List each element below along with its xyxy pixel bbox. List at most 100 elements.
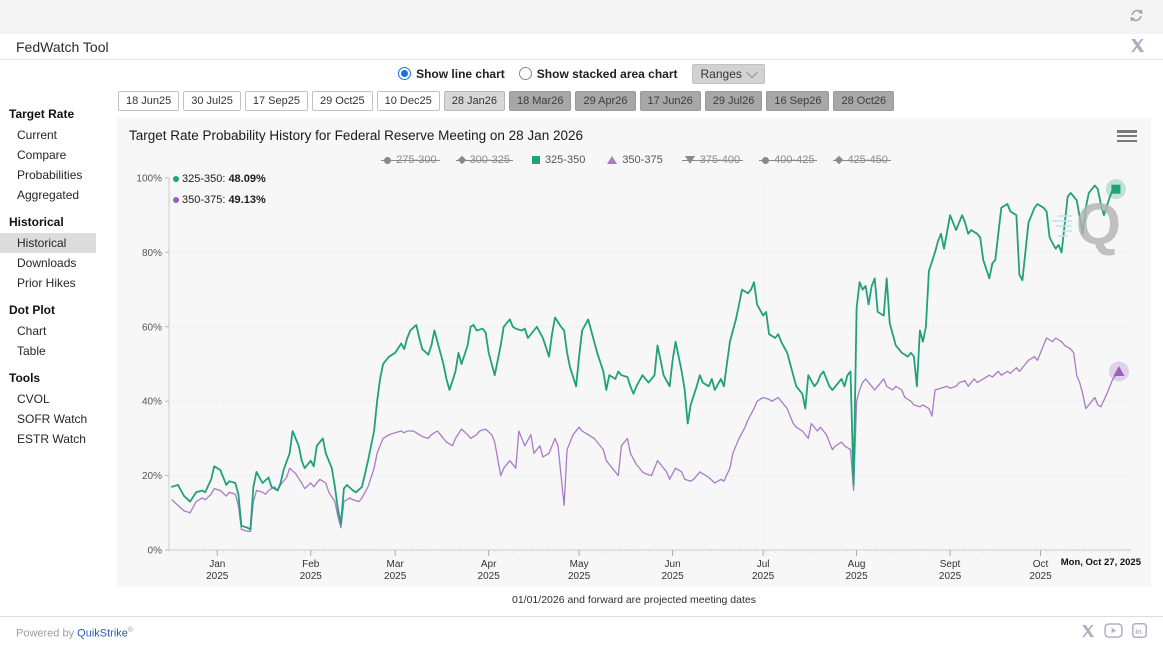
sidebar-item-current[interactable]: Current [17, 128, 58, 142]
legend-item-400-425[interactable]: 400-425 [759, 154, 818, 166]
chart-plot-area: 0% 20% 40% 60% 80% 100% Jan 2025 Feb 2025 Mar 2025 A… [127, 170, 1145, 587]
tridown-marker-icon [684, 156, 695, 164]
meeting-date-tabs: 18 Jun25 30 Jul25 17 Sep25 29 Oct25 10 Dec25… [118, 91, 1151, 111]
sidebar-item-compare[interactable]: Compare [17, 148, 67, 162]
svg-text:Feb: Feb [302, 559, 320, 570]
tab-18-jun25[interactable]: 18 Jun25 [118, 91, 180, 111]
legend-label: 350-375 [622, 154, 663, 166]
legend-label: 300-325 [469, 154, 510, 166]
legend-label: 325-350 [544, 154, 586, 166]
top-bar [0, 0, 1163, 34]
tab-28-oct26[interactable]: 28 Oct26 [833, 91, 895, 111]
sidebar-item-aggregated[interactable]: Aggregated [17, 188, 80, 202]
square-marker-icon [531, 156, 540, 164]
sidebar-item-cvol[interactable]: CVOL [17, 392, 50, 406]
diamond-marker-icon [835, 155, 844, 165]
tab-16-sep26[interactable]: 16 Sep26 [766, 91, 830, 111]
sidebar-section-historical: Historical [9, 215, 64, 229]
footer-bar: Powered by QuikStrike® in [0, 616, 1163, 649]
chart-legend: 275-300 300-325 325-350 350-375 375-400 400-4… [127, 145, 1145, 170]
social-icons: in [1081, 623, 1147, 643]
sidebar-item-probabilities[interactable]: Probabilities [17, 168, 83, 182]
svg-text:Jun: Jun [665, 559, 681, 570]
svg-text:Mon, Oct 27, 2025: Mon, Oct 27, 2025 [1061, 557, 1142, 568]
ranges-dropdown[interactable]: Ranges [691, 63, 765, 84]
tab-18-mar26[interactable]: 18 Mar26 [508, 91, 572, 111]
svg-text:2025: 2025 [384, 571, 407, 582]
sidebar-item-historical[interactable]: Historical [0, 233, 96, 253]
svg-text:Mar: Mar [387, 559, 405, 570]
svg-text:Apr: Apr [481, 559, 497, 570]
legend-item-275-300[interactable]: 275-300 [381, 154, 440, 166]
svg-text:Jan: Jan [209, 559, 225, 570]
svg-text:Sept: Sept [940, 559, 961, 570]
probability-history-chart: 0%20%40%60%80%100%Jan2025Feb2025Mar2025A… [136, 174, 1142, 583]
sidebar-section-tools: Tools [9, 371, 41, 385]
powered-by: Powered by QuikStrike® [16, 627, 133, 640]
ranges-label: Ranges [700, 66, 742, 81]
powered-by-text: Powered by [16, 627, 75, 640]
sidebar-item-downloads[interactable]: Downloads [17, 256, 77, 270]
legend-item-425-450[interactable]: 425-450 [833, 154, 892, 166]
svg-text:Aug: Aug [848, 559, 866, 570]
svg-text:20%: 20% [142, 471, 162, 482]
tooltip-series-name: 350-375: [182, 194, 226, 206]
tooltip-row-325-350: 325-350: 48.09% [173, 173, 266, 185]
legend-item-375-400[interactable]: 375-400 [681, 154, 744, 166]
x-share-button[interactable] [1128, 36, 1147, 58]
legend-label: 275-300 [396, 154, 437, 166]
svg-text:in: in [1135, 627, 1142, 636]
tab-30-jul25[interactable]: 30 Jul25 [183, 91, 241, 111]
sidebar-item-chart[interactable]: Chart [17, 324, 47, 338]
tab-29-oct25[interactable]: 29 Oct25 [311, 91, 373, 111]
tab-29-jul26[interactable]: 29 Jul26 [704, 91, 763, 111]
legend-item-325-350[interactable]: 325-350 [531, 154, 586, 166]
tab-29-apr26[interactable]: 29 Apr26 [575, 91, 636, 111]
legend-label: 375-400 [699, 154, 741, 166]
tooltip-row-350-375: 350-375: 49.13% [173, 194, 266, 206]
youtube-icon[interactable] [1104, 623, 1123, 643]
projected-dates-note: 01/01/2026 and forward are projected mee… [512, 594, 756, 606]
legend-item-300-325[interactable]: 300-325 [455, 154, 514, 166]
legend-label: 400-425 [774, 154, 815, 166]
legend-label: 425-450 [847, 154, 888, 166]
circle-marker-icon [384, 156, 392, 164]
legend-item-350-375[interactable]: 350-375 [607, 154, 663, 166]
content-area: 18 Jun25 30 Jul25 17 Sep25 29 Oct25 10 Dec25… [114, 87, 1163, 616]
area-chart-label: Show stacked area chart [536, 66, 678, 81]
linkedin-icon[interactable]: in [1132, 623, 1147, 643]
svg-text:2025: 2025 [845, 571, 868, 582]
sidebar-item-table[interactable]: Table [17, 344, 46, 358]
sidebar-item-estr-watch[interactable]: ESTR Watch [17, 432, 86, 446]
svg-text:2025: 2025 [568, 571, 591, 582]
refresh-button[interactable] [1126, 5, 1147, 29]
series-dot-icon [173, 197, 179, 203]
line-chart-radio[interactable]: Show line chart [398, 67, 505, 81]
circle-marker-icon [762, 156, 770, 164]
svg-text:40%: 40% [142, 397, 162, 408]
svg-text:2025: 2025 [752, 571, 775, 582]
x-social-icon[interactable] [1081, 624, 1095, 643]
triangle-marker-icon [607, 156, 618, 164]
diamond-marker-icon [457, 155, 466, 165]
tab-17-jun26[interactable]: 17 Jun26 [639, 91, 701, 111]
sidebar-item-prior-hikes[interactable]: Prior Hikes [17, 276, 76, 290]
tooltip-series-name: 325-350: [182, 173, 226, 185]
chart-tooltip: 325-350: 48.09% 350-375: 49.13% [173, 173, 266, 215]
sidebar-item-sofr-watch[interactable]: SOFR Watch [17, 412, 88, 426]
svg-text:2025: 2025 [478, 571, 501, 582]
refresh-icon [1128, 7, 1145, 27]
svg-text:0%: 0% [148, 546, 163, 557]
area-chart-radio[interactable]: Show stacked area chart [518, 66, 678, 81]
hamburger-menu-icon[interactable] [1117, 128, 1137, 144]
chart-card: Target Rate Probability History for Fede… [117, 118, 1151, 587]
tab-10-dec25[interactable]: 10 Dec25 [376, 91, 440, 111]
tab-17-sep25[interactable]: 17 Sep25 [244, 91, 308, 111]
svg-text:100%: 100% [136, 174, 162, 185]
tab-28-jan26[interactable]: 28 Jan26 [443, 91, 505, 111]
chevron-down-icon [746, 66, 758, 78]
svg-text:2025: 2025 [1029, 571, 1052, 582]
svg-text:2025: 2025 [206, 571, 229, 582]
svg-text:80%: 80% [142, 248, 162, 259]
quikstrike-link[interactable]: QuikStrike [77, 627, 128, 640]
